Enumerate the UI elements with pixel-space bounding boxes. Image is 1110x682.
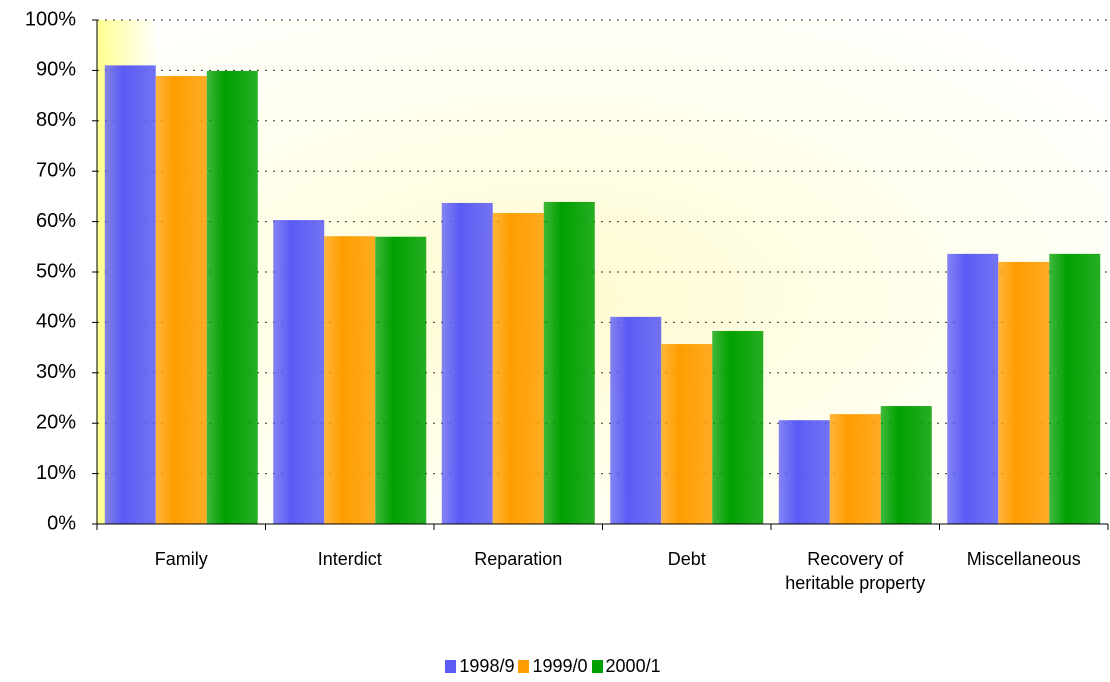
- bar: [998, 261, 1050, 524]
- x-tick-label: Family: [154, 549, 208, 569]
- legend-swatch: [445, 660, 457, 673]
- bar: [1049, 253, 1101, 524]
- bar: [441, 202, 493, 524]
- y-tick-label: 10%: [36, 462, 76, 484]
- legend-swatch: [591, 660, 603, 673]
- legend-label: 1999/0: [532, 656, 588, 676]
- y-tick-label: 70%: [36, 159, 76, 181]
- bar: [155, 75, 207, 524]
- bar: [712, 330, 764, 524]
- legend-label: 2000/1: [605, 656, 661, 676]
- legend: 1998/9 1999/0 2000/1: [0, 656, 1110, 677]
- legend-item: 1998/9: [445, 656, 514, 677]
- legend-swatch: [518, 660, 530, 673]
- x-tick-label: Reparation: [474, 549, 563, 569]
- bar: [778, 420, 830, 524]
- y-tick-label: 80%: [36, 109, 76, 131]
- bar: [206, 70, 258, 525]
- x-tick-label: Debt: [667, 549, 706, 569]
- x-tick-label: Interdict: [317, 549, 382, 569]
- y-tick-label: 100%: [25, 8, 76, 30]
- legend-item: 1999/0: [518, 656, 588, 677]
- y-tick-label: 90%: [36, 59, 76, 81]
- bar: [375, 236, 427, 524]
- bar: [324, 236, 376, 524]
- bar: [610, 316, 662, 524]
- legend-label: 1998/9: [459, 656, 515, 676]
- y-tick-label: 60%: [36, 210, 76, 232]
- bar: [829, 414, 881, 524]
- y-tick-label: 50%: [36, 260, 76, 282]
- bar: [273, 220, 325, 524]
- y-tick-label: 20%: [36, 411, 76, 433]
- bar: [661, 344, 713, 524]
- bar: [880, 406, 932, 524]
- legend-item: 2000/1: [591, 656, 661, 677]
- bar: [543, 201, 595, 524]
- bar: [492, 213, 544, 525]
- y-tick-label: 40%: [36, 311, 76, 333]
- x-tick-label: Miscellaneous: [966, 549, 1081, 569]
- bar: [947, 253, 999, 524]
- bar: [104, 65, 156, 525]
- y-tick-label: 30%: [36, 361, 76, 383]
- x-tick-label: Recovery of heritable property: [785, 549, 926, 593]
- y-tick-label: 0%: [47, 512, 76, 534]
